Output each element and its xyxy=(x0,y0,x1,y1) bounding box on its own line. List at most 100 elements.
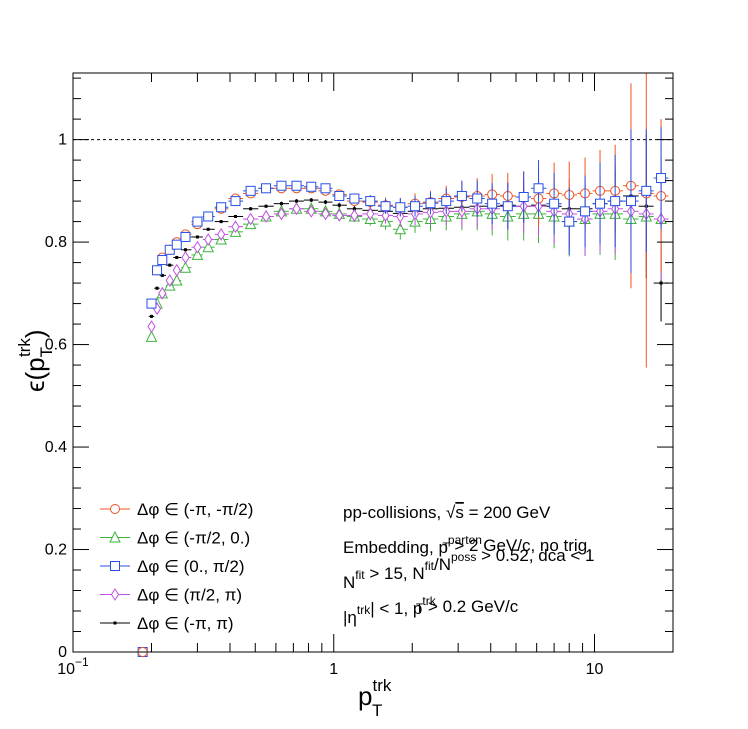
data-point xyxy=(291,180,302,191)
data-point xyxy=(334,190,345,201)
axes: 0 0.2 0.4 0.6 0.8 1 10−1 1 10 ptrk T ϵ(pTtrk) xyxy=(15,72,674,720)
data-point xyxy=(320,183,331,194)
annotations: pp-collisions, √s = 200 GeV Embedding, pp… xyxy=(343,503,595,627)
x-axis-title: ptrk T xyxy=(358,676,392,720)
data-point xyxy=(410,201,421,212)
data-point xyxy=(381,209,390,222)
data-point xyxy=(261,210,271,223)
data-point xyxy=(335,209,344,222)
legend-marker xyxy=(110,561,120,571)
legend-label: Δφ ∈ (π/2, π) xyxy=(137,586,242,605)
data-point xyxy=(365,196,376,207)
legend-marker xyxy=(110,588,120,601)
data-point xyxy=(279,202,283,206)
data-point xyxy=(234,214,238,218)
anno-eta: |ηtrk| < 1, ptrkT > 0.2 GeV/c xyxy=(343,594,519,627)
data-point xyxy=(261,183,272,194)
data-point xyxy=(181,251,190,264)
legend-marker xyxy=(110,504,120,514)
data-point xyxy=(168,263,172,267)
data-point xyxy=(147,320,156,334)
data-point xyxy=(203,211,214,222)
y-axis-title: ϵ(pTtrk) xyxy=(15,329,56,392)
data-point xyxy=(659,281,663,285)
data-point xyxy=(610,196,621,207)
data-point xyxy=(564,216,575,227)
data-point xyxy=(366,207,375,221)
series-3 xyxy=(147,157,669,334)
data-point xyxy=(580,206,591,217)
data-point xyxy=(180,231,191,242)
x-tick-label: 1 xyxy=(329,661,338,678)
data-point xyxy=(380,201,391,212)
data-point xyxy=(249,207,253,211)
data-point xyxy=(264,204,268,208)
data-point xyxy=(276,180,287,191)
data-point xyxy=(179,261,192,273)
series-0 xyxy=(146,73,669,368)
data-point xyxy=(165,274,174,287)
data-point xyxy=(533,183,544,194)
data-point xyxy=(202,240,215,253)
data-point xyxy=(350,209,359,222)
data-point xyxy=(309,198,313,202)
data-point xyxy=(195,235,199,239)
data-point xyxy=(441,196,452,207)
data-point xyxy=(175,255,179,259)
anno-embedding: Embedding, ppartonT > 2 GeV/c, no trig. xyxy=(343,533,592,557)
data-point xyxy=(321,207,330,221)
data-point xyxy=(158,286,167,300)
plot-frame xyxy=(72,72,674,653)
y-tick-label: 0.6 xyxy=(45,337,67,354)
data-point xyxy=(349,193,360,204)
series-2 xyxy=(146,126,669,309)
data-point xyxy=(456,190,467,201)
y-tick-label: 0 xyxy=(58,644,67,661)
data-point xyxy=(160,273,164,277)
data-point xyxy=(191,248,204,260)
data-point xyxy=(656,173,667,184)
data-point xyxy=(217,227,226,241)
data-point xyxy=(324,200,328,204)
data-point xyxy=(145,330,158,342)
series-4 xyxy=(148,134,669,322)
data-point xyxy=(219,220,223,224)
data-point xyxy=(152,265,163,276)
data-point xyxy=(549,198,560,209)
y-tick-label: 0.4 xyxy=(45,439,67,456)
data-point xyxy=(595,198,606,209)
data-point xyxy=(245,185,256,196)
anno-nfit: Nfit > 15, Nfit/Nposs > 0.52, dca < 1 xyxy=(343,546,595,592)
x-tick-label: 10−1 xyxy=(57,655,89,678)
data-point xyxy=(146,298,157,309)
data-point xyxy=(472,193,483,204)
data-point xyxy=(204,233,213,246)
legend-marker xyxy=(109,530,121,543)
y-tick-label: 1 xyxy=(58,132,67,149)
data-point xyxy=(352,207,356,211)
legend-label: Δφ ∈ (-π, -π/2) xyxy=(137,500,253,519)
data-point xyxy=(641,185,652,196)
data-point xyxy=(625,196,636,207)
anno-collisions: pp-collisions, √s = 200 GeV xyxy=(343,503,551,522)
series-1 xyxy=(145,157,669,342)
data-point xyxy=(425,198,436,209)
data-point xyxy=(155,286,159,290)
x-tick-label: 10 xyxy=(586,661,604,678)
data-point xyxy=(307,204,316,218)
data-point xyxy=(518,191,529,202)
data-point xyxy=(149,314,153,318)
data-point xyxy=(306,181,317,192)
data-point xyxy=(487,198,498,209)
y-tick-label: 0.8 xyxy=(45,234,67,251)
data-point xyxy=(292,202,301,216)
data-point xyxy=(192,216,203,227)
data-point xyxy=(502,201,513,212)
data-point xyxy=(193,240,202,254)
data-point xyxy=(295,199,299,203)
y-tick-label: 0.2 xyxy=(45,542,67,559)
data-point xyxy=(157,255,168,266)
data-point xyxy=(394,222,407,235)
